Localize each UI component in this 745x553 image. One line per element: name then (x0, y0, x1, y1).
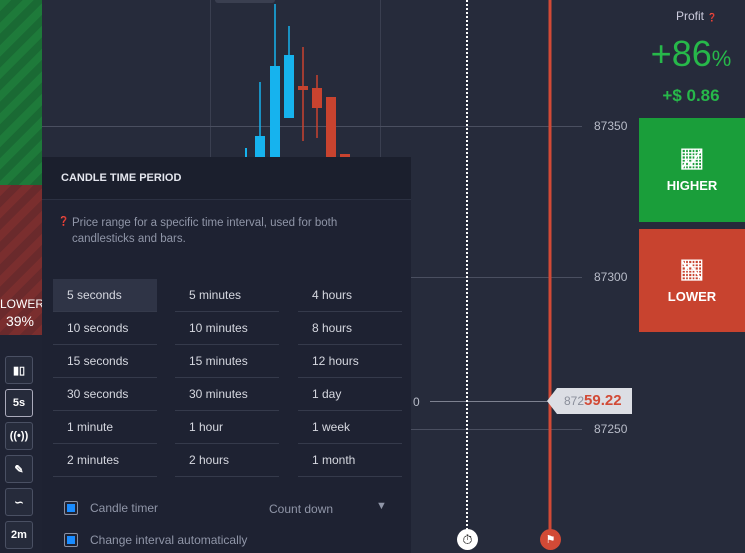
higher-label: HIGHER (666, 178, 718, 193)
time-period-label: 5s (12, 397, 26, 409)
finish-flag-icon[interactable]: ⚑ (540, 529, 561, 550)
live-signal-icon: ((•)) (9, 430, 29, 442)
period-option[interactable]: 10 seconds (53, 312, 157, 345)
help-icon: ❓ (58, 216, 70, 226)
lower-sentiment-label: LOWER (0, 297, 42, 311)
current-price-line (430, 401, 548, 402)
expiry-button[interactable]: 2m (5, 521, 33, 549)
sentiment-strip: LOWER 39% (0, 0, 42, 553)
period-option[interactable]: 1 day (298, 378, 402, 411)
period-option[interactable]: 1 hour (175, 411, 279, 444)
price-suffix: 59.22 (584, 392, 622, 409)
period-option[interactable]: 4 hours (298, 279, 402, 312)
lower-button[interactable]: 📉︎ LOWER (639, 229, 745, 332)
period-option[interactable]: 8 hours (298, 312, 402, 345)
candles-icon: ▮▯ (12, 364, 26, 377)
lower-sentiment-percent: 39% (5, 313, 35, 329)
current-price-tag: 87259.22 (547, 388, 632, 414)
auto-interval-label: Change interval automatically (90, 533, 248, 547)
period-option[interactable]: 2 hours (175, 444, 279, 477)
higher-button[interactable]: 📈︎ HIGHER (639, 118, 745, 222)
indicator-wave-icon: ∽ (14, 496, 24, 509)
pencil-icon: ✎ (14, 463, 24, 476)
candle-timer-label: Candle timer (90, 501, 159, 515)
chevron-down-icon: ▼ (376, 500, 387, 512)
price-label-partial: 0 (413, 395, 420, 409)
expiry-label: 2m (11, 529, 27, 541)
price-gridline (411, 429, 582, 430)
price-label: 87250 (594, 422, 628, 436)
profit-amount: +$ 0.86 (662, 86, 720, 105)
period-option[interactable]: 30 seconds (53, 378, 157, 411)
candle-up (270, 4, 280, 157)
period-option[interactable]: 2 minutes (53, 444, 157, 477)
popup-title: CANDLE TIME PERIOD (42, 157, 411, 200)
live-signal-button[interactable]: ((•)) (5, 422, 33, 450)
lower-label: LOWER (667, 288, 717, 304)
price-gridline (42, 126, 582, 127)
chart-type-button[interactable]: ▮▯ (5, 356, 33, 384)
grid-vline (380, 0, 381, 160)
popup-description: Price range for a specific time interval… (72, 217, 338, 245)
candle-down (326, 97, 336, 157)
period-option[interactable]: 5 minutes (175, 279, 279, 312)
trend-up-icon: 📈︎ (679, 149, 705, 171)
trend-down-icon: 📉︎ (679, 259, 705, 282)
period-option[interactable]: 10 minutes (175, 312, 279, 345)
price-prefix: 872 (564, 394, 585, 408)
candle-up (255, 82, 265, 157)
price-label: 87300 (594, 270, 628, 284)
candle-down (298, 47, 308, 141)
period-option[interactable]: 1 week (298, 411, 402, 444)
candle-timer-mode-value: Count down (269, 502, 334, 516)
candle-timer-mode-select[interactable]: Count down ▼ (264, 497, 394, 519)
period-option[interactable]: 5 seconds (53, 279, 157, 312)
candle-time-period-popup: CANDLE TIME PERIOD ❓ Price range for a s… (42, 157, 411, 553)
candle-down (340, 154, 350, 157)
period-option[interactable]: 15 minutes (175, 345, 279, 378)
period-option[interactable]: 15 seconds (53, 345, 157, 378)
help-icon: ❓ (707, 13, 718, 22)
period-option[interactable]: 30 minutes (175, 378, 279, 411)
tooltip-edge (215, 0, 275, 3)
profit-label: Profit ❓ (676, 9, 718, 23)
period-option[interactable]: 12 hours (298, 345, 402, 378)
price-label: 87350 (594, 119, 628, 133)
time-period-button[interactable]: 5s (5, 389, 33, 417)
candle-up (284, 26, 294, 118)
period-option[interactable]: 1 minute (53, 411, 157, 444)
candle-timer-checkbox[interactable] (64, 501, 78, 515)
auto-interval-checkbox[interactable] (64, 533, 78, 547)
stopwatch-icon[interactable]: ⏱ (457, 529, 478, 550)
period-option[interactable]: 1 month (298, 444, 402, 477)
candle-down (312, 75, 322, 138)
indicators-button[interactable]: ∽ (5, 488, 33, 516)
grid-vline (210, 0, 211, 160)
profit-percent: +86% (650, 33, 732, 74)
drawing-button[interactable]: ✎ (5, 455, 33, 483)
